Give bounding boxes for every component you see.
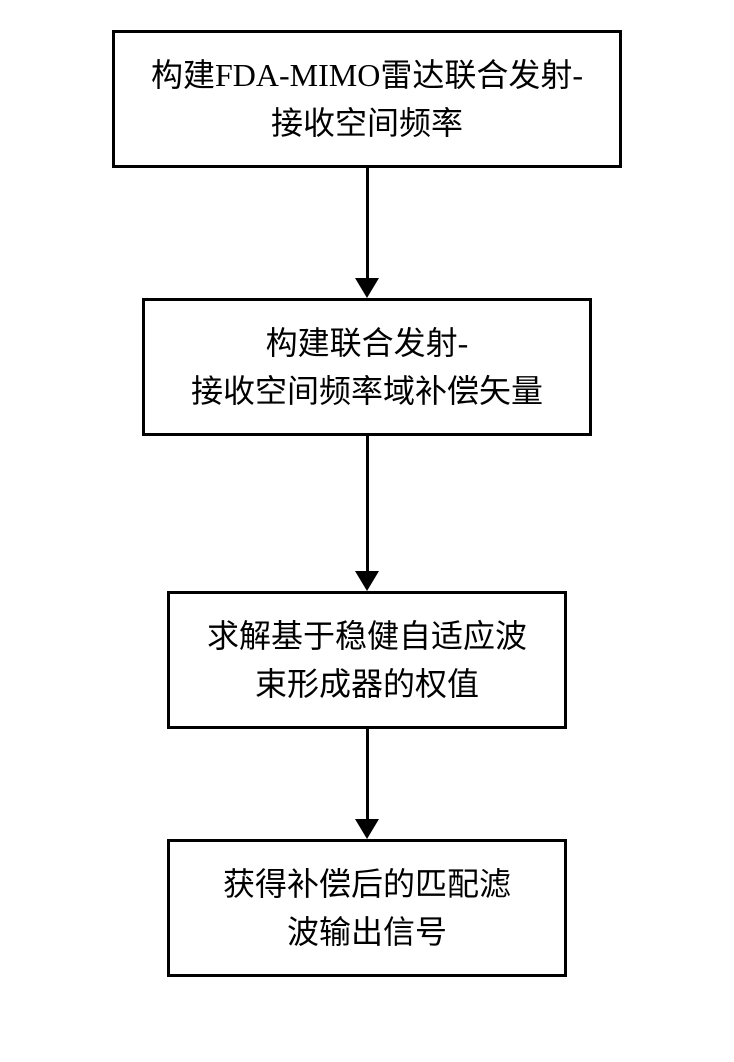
flow-node-1: 构建FDA-MIMO雷达联合发射- 接收空间频率 — [112, 30, 622, 168]
flow-node-3-line1: 求解基于稳健自适应波 — [200, 612, 534, 660]
flow-node-4-line1: 获得补偿后的匹配滤 — [200, 860, 534, 908]
arrow-head-icon — [355, 278, 379, 298]
arrow-line — [366, 436, 369, 571]
flow-arrow-1 — [355, 168, 379, 298]
flow-node-2: 构建联合发射- 接收空间频率域补偿矢量 — [142, 298, 592, 436]
flow-arrow-3 — [355, 729, 379, 839]
flow-node-2-line2: 接收空间频率域补偿矢量 — [175, 367, 559, 415]
flow-node-1-line2: 接收空间频率 — [145, 99, 589, 147]
arrow-line — [366, 729, 369, 819]
flow-node-4-line2: 波输出信号 — [200, 908, 534, 956]
flow-node-3-line2: 束形成器的权值 — [200, 660, 534, 708]
arrow-head-icon — [355, 571, 379, 591]
flow-node-1-line1: 构建FDA-MIMO雷达联合发射- — [145, 51, 589, 99]
flow-node-4: 获得补偿后的匹配滤 波输出信号 — [167, 839, 567, 977]
flowchart-container: 构建FDA-MIMO雷达联合发射- 接收空间频率 构建联合发射- 接收空间频率域… — [112, 30, 622, 977]
flow-node-3: 求解基于稳健自适应波 束形成器的权值 — [167, 591, 567, 729]
arrow-line — [366, 168, 369, 278]
flow-node-2-line1: 构建联合发射- — [175, 319, 559, 367]
arrow-head-icon — [355, 819, 379, 839]
flow-arrow-2 — [355, 436, 379, 591]
